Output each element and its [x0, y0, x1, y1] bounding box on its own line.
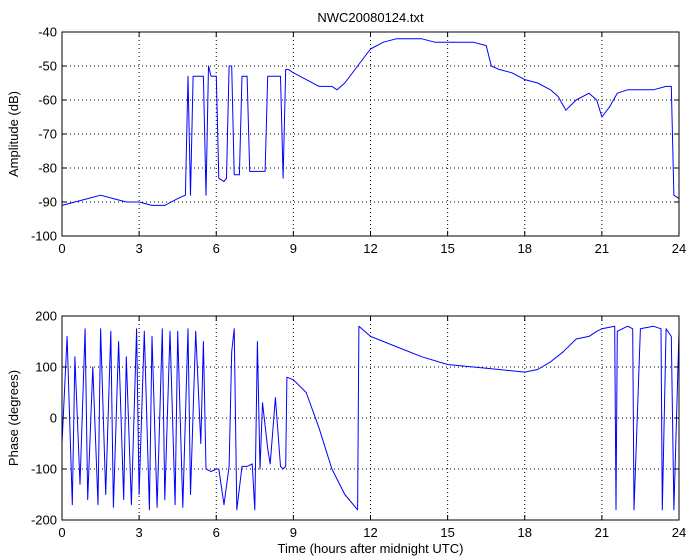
- time-x-axis-label: Time (hours after midnight UTC): [278, 541, 464, 556]
- amplitude-y-tick-label: -100: [31, 229, 57, 244]
- amplitude-line: [61, 38, 680, 206]
- phase-ticks: 0 3 6 9 12 15 18 21 24 -200 -100 0 100 200: [31, 309, 686, 541]
- phase-y-tick-label: -200: [31, 513, 57, 528]
- amplitude-x-tick-label: 24: [672, 241, 686, 256]
- amplitude-x-tick-label: 15: [440, 241, 454, 256]
- phase-y-tick-label: -100: [31, 462, 57, 477]
- phase-x-tick-label: 12: [363, 525, 377, 540]
- phase-series: [61, 325, 680, 511]
- phase-x-tick-label: 21: [595, 525, 609, 540]
- amplitude-x-tick-label: 12: [363, 241, 377, 256]
- phase-line: [61, 325, 680, 511]
- amplitude-x-tick-label: 6: [213, 241, 220, 256]
- amplitude-y-tick-label: -70: [38, 127, 57, 142]
- phase-x-tick-label: 15: [440, 525, 454, 540]
- phase-x-tick-label: 24: [672, 525, 686, 540]
- amplitude-x-tick-label: 21: [595, 241, 609, 256]
- phase-y-tick-label: 200: [35, 309, 57, 324]
- phase-x-tick-label: 18: [518, 525, 532, 540]
- amplitude-x-tick-label: 18: [518, 241, 532, 256]
- amplitude-series: [61, 38, 680, 206]
- amplitude-x-tick-label: 0: [58, 241, 65, 256]
- amplitude-y-tick-label: -50: [38, 59, 57, 74]
- phase-x-tick-label: 6: [213, 525, 220, 540]
- phase-grid: [62, 316, 679, 520]
- phase-y-axis-label: Phase (degrees): [6, 370, 21, 466]
- phase-y-tick-label: 100: [35, 360, 57, 375]
- amplitude-y-tick-label: -90: [38, 195, 57, 210]
- amplitude-y-tick-label: -80: [38, 161, 57, 176]
- phase-plot: 0 3 6 9 12 15 18 21 24 -200 -100 0 100 200 Phase (deg…: [6, 309, 686, 557]
- amplitude-plot: 0 3 6 9 12 15 18 21 24 -100 -90 -80 -70 -60 -50 -40 NWC…: [6, 10, 686, 256]
- amplitude-x-tick-label: 9: [290, 241, 297, 256]
- amplitude-x-tick-label: 3: [136, 241, 143, 256]
- figure-title: NWC20080124.txt: [317, 10, 424, 25]
- phase-x-tick-label: 0: [58, 525, 65, 540]
- phase-x-tick-label: 9: [290, 525, 297, 540]
- phase-x-tick-label: 3: [136, 525, 143, 540]
- amplitude-ticks: 0 3 6 9 12 15 18 21 24 -100 -90 -80 -70 -60 -50 -40: [31, 25, 686, 257]
- amplitude-y-tick-label: -40: [38, 25, 57, 40]
- amplitude-grid: [62, 32, 679, 236]
- amplitude-y-axis-label: Amplitude (dB): [6, 91, 21, 177]
- amplitude-y-tick-label: -60: [38, 93, 57, 108]
- phase-y-tick-label: 0: [50, 411, 57, 426]
